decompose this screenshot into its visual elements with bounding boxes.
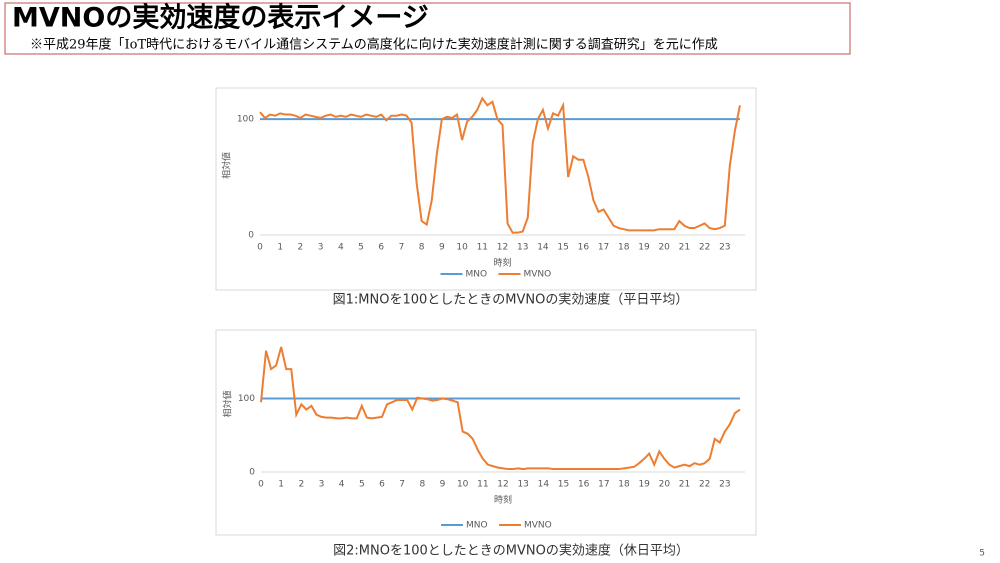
x-tick-label: 13 xyxy=(517,243,528,253)
y-axis-title: 相対値 xyxy=(221,152,233,179)
x-tick-label: 7 xyxy=(399,480,405,490)
x-tick-label: 15 xyxy=(557,243,568,253)
x-tick-label: 7 xyxy=(399,243,405,253)
x-tick-label: 2 xyxy=(298,480,304,490)
x-tick-label: 16 xyxy=(578,480,590,490)
x-tick-label: 20 xyxy=(658,243,670,253)
x-tick-label: 12 xyxy=(497,243,508,253)
legend-label: MNO xyxy=(466,270,488,280)
x-tick-label: 20 xyxy=(659,480,671,490)
legend-label: MNO xyxy=(466,521,488,531)
x-tick-label: 3 xyxy=(319,480,325,490)
y-axis-title: 相対値 xyxy=(222,390,234,417)
x-tick-label: 13 xyxy=(517,480,528,490)
page-number: 5 xyxy=(979,549,985,559)
x-tick-label: 16 xyxy=(578,243,590,253)
x-tick-label: 1 xyxy=(278,480,284,490)
x-tick-label: 14 xyxy=(538,480,550,490)
y-tick-label: 0 xyxy=(248,231,254,241)
x-tick-label: 11 xyxy=(477,480,488,490)
x-tick-label: 6 xyxy=(379,480,385,490)
x-tick-label: 18 xyxy=(618,243,630,253)
x-tick-label: 12 xyxy=(497,480,508,490)
x-tick-label: 2 xyxy=(298,243,304,253)
x-tick-label: 9 xyxy=(439,243,445,253)
x-tick-label: 19 xyxy=(638,480,650,490)
x-tick-label: 14 xyxy=(537,243,549,253)
slide-title: MVNOの実効速度の表示イメージ xyxy=(12,2,429,34)
x-tick-label: 3 xyxy=(318,243,324,253)
chart-frame xyxy=(215,87,757,291)
x-tick-label: 9 xyxy=(440,480,446,490)
x-tick-label: 0 xyxy=(257,243,263,253)
data-line xyxy=(260,346,741,471)
x-tick-label: 15 xyxy=(558,480,569,490)
legend-label: MVNO xyxy=(524,521,552,531)
chart-frame xyxy=(215,329,757,536)
x-tick-label: 4 xyxy=(338,243,344,253)
x-tick-label: 17 xyxy=(598,480,609,490)
data-line xyxy=(259,96,741,234)
y-tick-label: 100 xyxy=(237,115,254,125)
x-tick-label: 5 xyxy=(358,243,364,253)
x-tick-label: 22 xyxy=(699,480,710,490)
legend-label: MVNO xyxy=(524,270,552,280)
y-tick-label: 100 xyxy=(238,394,255,404)
x-axis-title: 時刻 xyxy=(493,257,511,269)
x-tick-label: 0 xyxy=(258,480,264,490)
title-box xyxy=(4,2,851,55)
x-tick-label: 11 xyxy=(477,243,488,253)
x-tick-label: 10 xyxy=(456,243,468,253)
x-tick-label: 21 xyxy=(679,480,690,490)
x-tick-label: 19 xyxy=(638,243,650,253)
x-tick-label: 6 xyxy=(378,243,384,253)
y-tick-label: 0 xyxy=(249,468,255,478)
x-tick-label: 21 xyxy=(679,243,690,253)
x-tick-label: 1 xyxy=(277,243,283,253)
x-tick-label: 5 xyxy=(359,480,365,490)
x-tick-label: 8 xyxy=(419,243,425,253)
chart-caption: 図1:MNOを100としたときのMVNOの実効速度（平日平均） xyxy=(333,292,689,308)
x-axis-title: 時刻 xyxy=(494,494,512,506)
x-tick-label: 4 xyxy=(339,480,345,490)
chart-caption: 図2:MNOを100としたときのMVNOの実効速度（休日平均） xyxy=(333,543,689,559)
x-tick-label: 10 xyxy=(457,480,469,490)
x-tick-label: 22 xyxy=(699,243,710,253)
x-tick-label: 18 xyxy=(618,480,630,490)
slide-note: ※平成29年度「IoT時代におけるモバイル通信システムの高度化に向けた実効速度計… xyxy=(30,37,718,53)
x-tick-label: 23 xyxy=(719,480,730,490)
x-tick-label: 17 xyxy=(598,243,609,253)
x-tick-label: 23 xyxy=(719,243,730,253)
x-tick-label: 8 xyxy=(419,480,425,490)
